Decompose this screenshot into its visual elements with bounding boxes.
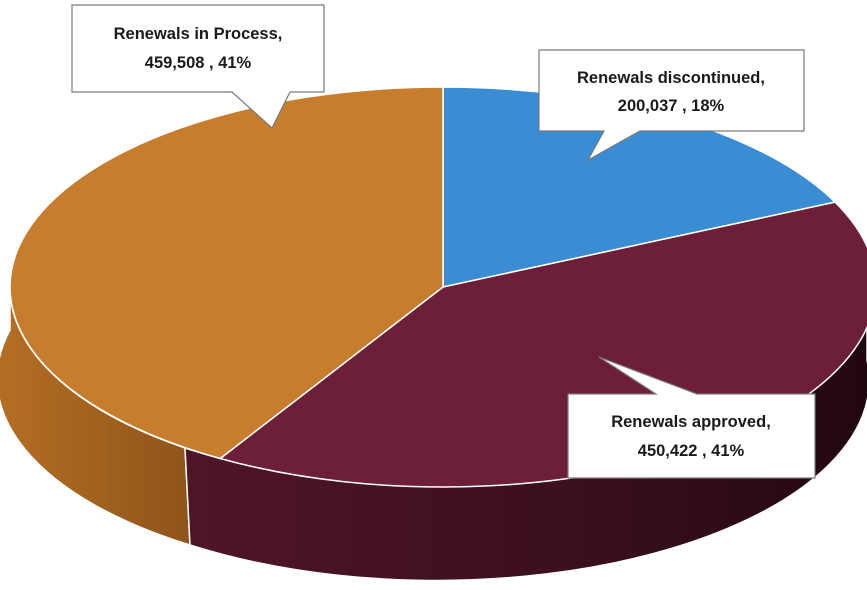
callout-label-in-process: Renewals in Process, [114,25,283,43]
callout-box-discontinued [538,49,805,162]
callout-value-discontinued: 200,037 , 18% [618,97,725,115]
callout-box-in-process [71,4,325,129]
callout-discontinued: Renewals discontinued, 200,037 , 18% [538,49,805,162]
callout-in-process: Renewals in Process, 459,508 , 41% [71,4,325,129]
callout-value-approved: 450,422 , 41% [638,442,745,460]
callout-box-approved [567,356,816,479]
callout-value-in-process: 459,508 , 41% [145,54,252,72]
callout-approved: Renewals approved, 450,422 , 41% [567,356,816,479]
callout-label-discontinued: Renewals discontinued, [577,69,765,87]
callout-label-approved: Renewals approved, [611,413,771,431]
